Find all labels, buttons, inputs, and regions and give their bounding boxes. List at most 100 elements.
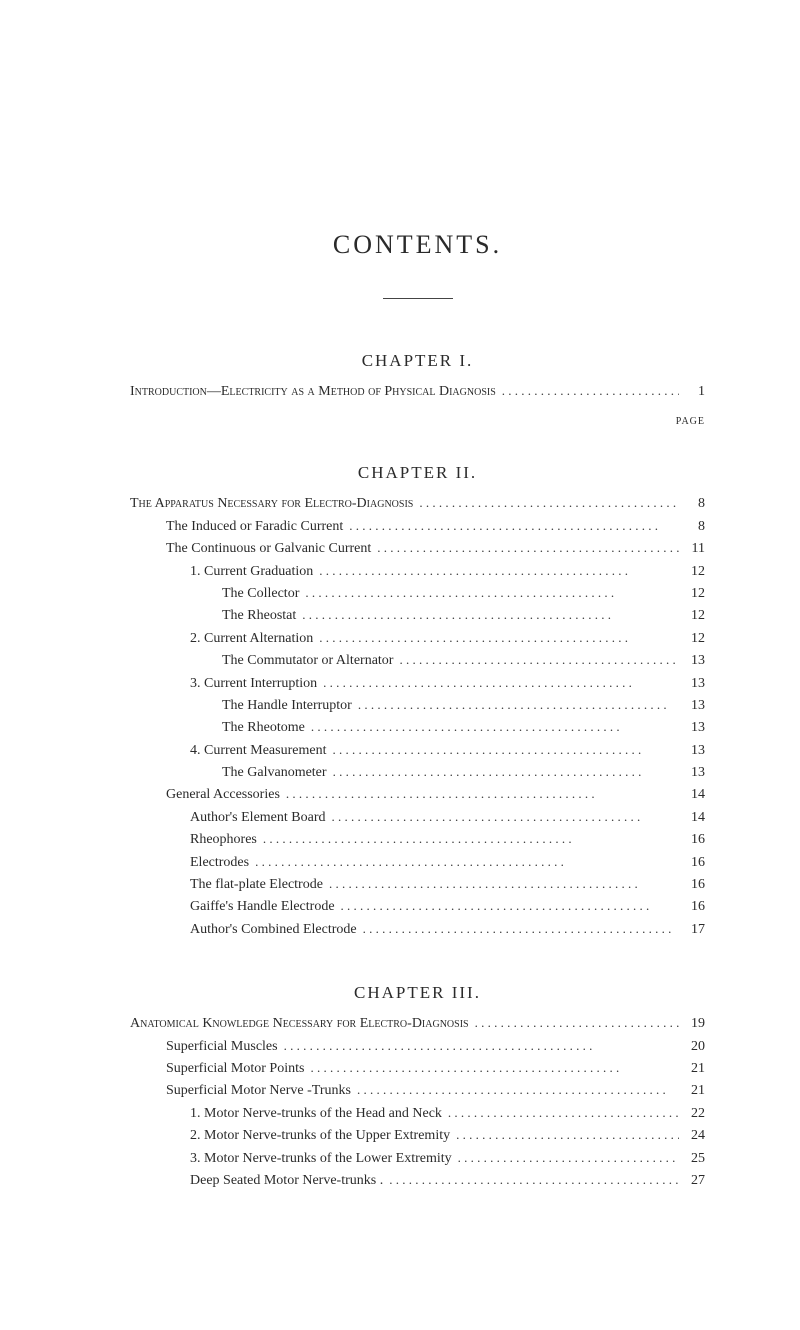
toc-entry-page: 16 — [685, 852, 705, 874]
toc-leaders — [332, 807, 680, 829]
toc-entry-page: 21 — [685, 1058, 705, 1080]
toc-entry: Anatomical Knowledge Necessary for Elect… — [130, 1013, 705, 1035]
toc-leaders — [502, 381, 679, 403]
toc-leaders — [311, 717, 679, 739]
toc-entry-label: Superficial Muscles — [166, 1036, 278, 1058]
toc-entry-label: Introduction—Electricity as a Method of … — [130, 381, 496, 403]
toc-entry-page: 13 — [685, 695, 705, 717]
toc-entry-label: Deep Seated Motor Nerve-trunks . — [190, 1170, 383, 1192]
toc-entry: General Accessories 14 — [130, 784, 705, 806]
toc-entry-page: 13 — [685, 762, 705, 784]
page: CONTENTS. PAGE CHAPTER I. Introduction—El… — [0, 0, 800, 1330]
toc-entry-page: 13 — [685, 673, 705, 695]
toc-leaders — [310, 1058, 679, 1080]
toc-entry-page: 19 — [685, 1013, 705, 1035]
toc-entry-page: 20 — [685, 1036, 705, 1058]
toc-entry: Superficial Motor Points 21 — [130, 1058, 705, 1080]
chapter-heading: CHAPTER I. — [130, 351, 705, 371]
toc-leaders — [323, 673, 679, 695]
toc-entry: The Galvanometer13 — [130, 762, 705, 784]
toc-entry: The Apparatus Necessary for Electro-Diag… — [130, 493, 705, 515]
toc-entry-page: 12 — [685, 583, 705, 605]
toc-leaders — [475, 1013, 679, 1035]
toc-entry-page: 12 — [685, 561, 705, 583]
toc-entry: 3. Motor Nerve-trunks of the Lower Extre… — [130, 1148, 705, 1170]
chapter-heading: CHAPTER II. — [130, 463, 705, 483]
toc-entry-label: Superficial Motor Nerve -Trunks — [166, 1080, 351, 1102]
toc-leaders — [333, 762, 679, 784]
toc-entry: Deep Seated Motor Nerve-trunks . 27 — [130, 1170, 705, 1192]
toc-entry: The Continuous or Galvanic Current 11 — [130, 538, 705, 560]
toc-entry-page: 22 — [685, 1103, 705, 1125]
toc-entry: The Collector 12 — [130, 583, 705, 605]
toc-entry-label: The Continuous or Galvanic Current — [166, 538, 371, 560]
toc-entry-page: 1 — [685, 381, 705, 403]
toc-leaders — [363, 919, 679, 941]
toc-entry: The Induced or Faradic Current 8 — [130, 516, 705, 538]
toc-leaders — [302, 605, 679, 627]
toc-entry-page: 14 — [685, 807, 705, 829]
toc-entry-label: The Rheostat — [222, 605, 296, 627]
toc-entry-label: The Apparatus Necessary for Electro-Diag… — [130, 493, 413, 515]
toc-entry-label: The Collector — [222, 583, 299, 605]
toc-entry-page: 13 — [685, 740, 705, 762]
toc-leaders — [448, 1103, 679, 1125]
toc-entry-page: 16 — [685, 829, 705, 851]
toc-entry-label: Electrodes — [190, 852, 249, 874]
toc-entry-page: 16 — [685, 896, 705, 918]
toc-entry: 3. Current Interruption 13 — [130, 673, 705, 695]
toc-leaders — [456, 1125, 679, 1147]
toc-entry: Author's Element Board 14 — [130, 807, 705, 829]
title-rule — [383, 298, 453, 299]
toc-entry-page: 27 — [685, 1170, 705, 1192]
toc-leaders — [263, 829, 679, 851]
toc-entry: 1. Motor Nerve-trunks of the Head and Ne… — [130, 1103, 705, 1125]
toc-entry-label: The Commutator or Alternator — [222, 650, 393, 672]
toc-entry-page: 8 — [685, 493, 705, 515]
toc-entry: Superficial Muscles 20 — [130, 1036, 705, 1058]
toc-entry-label: 3. Motor Nerve-trunks of the Lower Extre… — [190, 1148, 452, 1170]
toc-entry-page: 13 — [685, 650, 705, 672]
toc-entry: Superficial Motor Nerve -Trunks 21 — [130, 1080, 705, 1102]
toc-leaders — [357, 1080, 679, 1102]
toc-leaders — [377, 538, 679, 560]
toc-entry-page: 21 — [685, 1080, 705, 1102]
toc-entry-page: 11 — [685, 538, 705, 560]
toc-entry-label: Author's Combined Electrode — [190, 919, 357, 941]
chapter-block: Introduction—Electricity as a Method of … — [130, 381, 705, 403]
toc-entry-label: Rheophores — [190, 829, 257, 851]
toc-entry: 4. Current Measurement13 — [130, 740, 705, 762]
toc-entry-label: 3. Current Interruption — [190, 673, 317, 695]
toc-leaders — [319, 561, 679, 583]
toc-entry: Introduction—Electricity as a Method of … — [130, 381, 705, 403]
toc-entry: 2. Current Alternation12 — [130, 628, 705, 650]
toc-entry-page: 13 — [685, 717, 705, 739]
chapters-host: CHAPTER I. Introduction—Electricity as a … — [130, 351, 705, 1192]
toc-leaders — [319, 628, 679, 650]
toc-entry: The Commutator or Alternator 13 — [130, 650, 705, 672]
toc-entry-label: The Induced or Faradic Current — [166, 516, 343, 538]
toc-entry-label: 2. Current Alternation — [190, 628, 313, 650]
toc-entry-label: 1. Current Graduation — [190, 561, 313, 583]
toc-leaders — [305, 583, 679, 605]
toc-entry-label: Superficial Motor Points — [166, 1058, 304, 1080]
toc-entry: Author's Combined Electrode 17 — [130, 919, 705, 941]
chapter-block: Anatomical Knowledge Necessary for Elect… — [130, 1013, 705, 1192]
toc-entry: The Handle Interruptor13 — [130, 695, 705, 717]
chapter-heading: CHAPTER III. — [130, 983, 705, 1003]
toc-entry-page: 17 — [685, 919, 705, 941]
toc-entry-label: Anatomical Knowledge Necessary for Elect… — [130, 1013, 469, 1035]
toc-leaders — [329, 874, 679, 896]
toc-entry: 1. Current Graduation 12 — [130, 561, 705, 583]
toc-leaders — [399, 650, 679, 672]
toc-entry-label: Author's Element Board — [190, 807, 326, 829]
toc-entry-label: General Accessories — [166, 784, 280, 806]
toc-entry: 2. Motor Nerve-trunks of the Upper Extre… — [130, 1125, 705, 1147]
toc-entry: Gaiffe's Handle Electrode 16 — [130, 896, 705, 918]
toc-entry-label: 2. Motor Nerve-trunks of the Upper Extre… — [190, 1125, 450, 1147]
contents-title: CONTENTS. — [130, 230, 705, 260]
toc-entry-page: 8 — [685, 516, 705, 538]
toc-entry-label: Gaiffe's Handle Electrode — [190, 896, 335, 918]
page-column-label: PAGE — [676, 416, 705, 427]
toc-entry-page: 14 — [685, 784, 705, 806]
